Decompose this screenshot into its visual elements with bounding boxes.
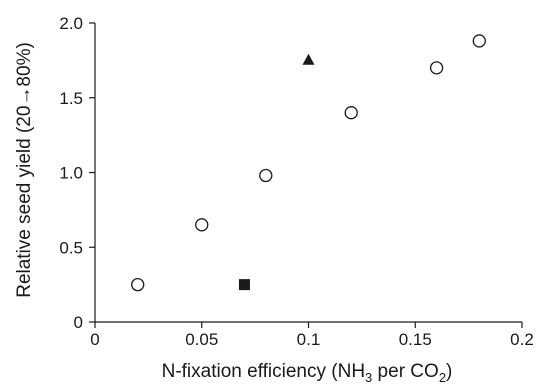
y-tick-label: 1.0 (59, 164, 83, 183)
y-tick-label: 0.5 (59, 238, 83, 257)
y-axis-label: Relative seed yield (20→80%) (14, 42, 35, 298)
tick-marks (89, 22, 523, 328)
data-points (131, 34, 486, 292)
x-tick-label: 0.1 (297, 330, 321, 349)
x-axis-label-prefix: N-fixation efficiency (NH (162, 361, 365, 382)
open-circle-point (472, 34, 486, 48)
open-circle-point (259, 168, 273, 183)
open-circle-point (429, 61, 444, 75)
x-tick-label: 0.05 (185, 330, 218, 349)
filled-square-point (238, 279, 250, 291)
x-tick-label: 0.15 (399, 330, 432, 349)
x-axis-label: N-fixation efficiency (NH3 per CO2) (162, 361, 453, 385)
x-axis-label-suffix: ) (446, 361, 452, 382)
filled-triangle-point (302, 53, 315, 65)
open-circle-point (195, 218, 209, 232)
y-tick-label: 2.0 (59, 14, 83, 33)
open-circle-point (131, 277, 145, 292)
x-axis-label-middle: per CO (372, 361, 439, 382)
open-circle-point (344, 106, 358, 120)
tick-labels: 0 0.05 0.1 0.15 0.2 0 0.5 1.0 1.5 2.0 (59, 14, 533, 349)
axes (94, 23, 522, 323)
x-tick-label: 0 (90, 330, 99, 349)
y-tick-label: 1.5 (59, 89, 83, 108)
x-axis-label-subscript-2: 2 (439, 370, 446, 385)
x-axis-label-subscript-1: 3 (365, 370, 372, 385)
x-tick-label: 0.2 (510, 330, 534, 349)
y-tick-label: 0 (74, 313, 83, 332)
